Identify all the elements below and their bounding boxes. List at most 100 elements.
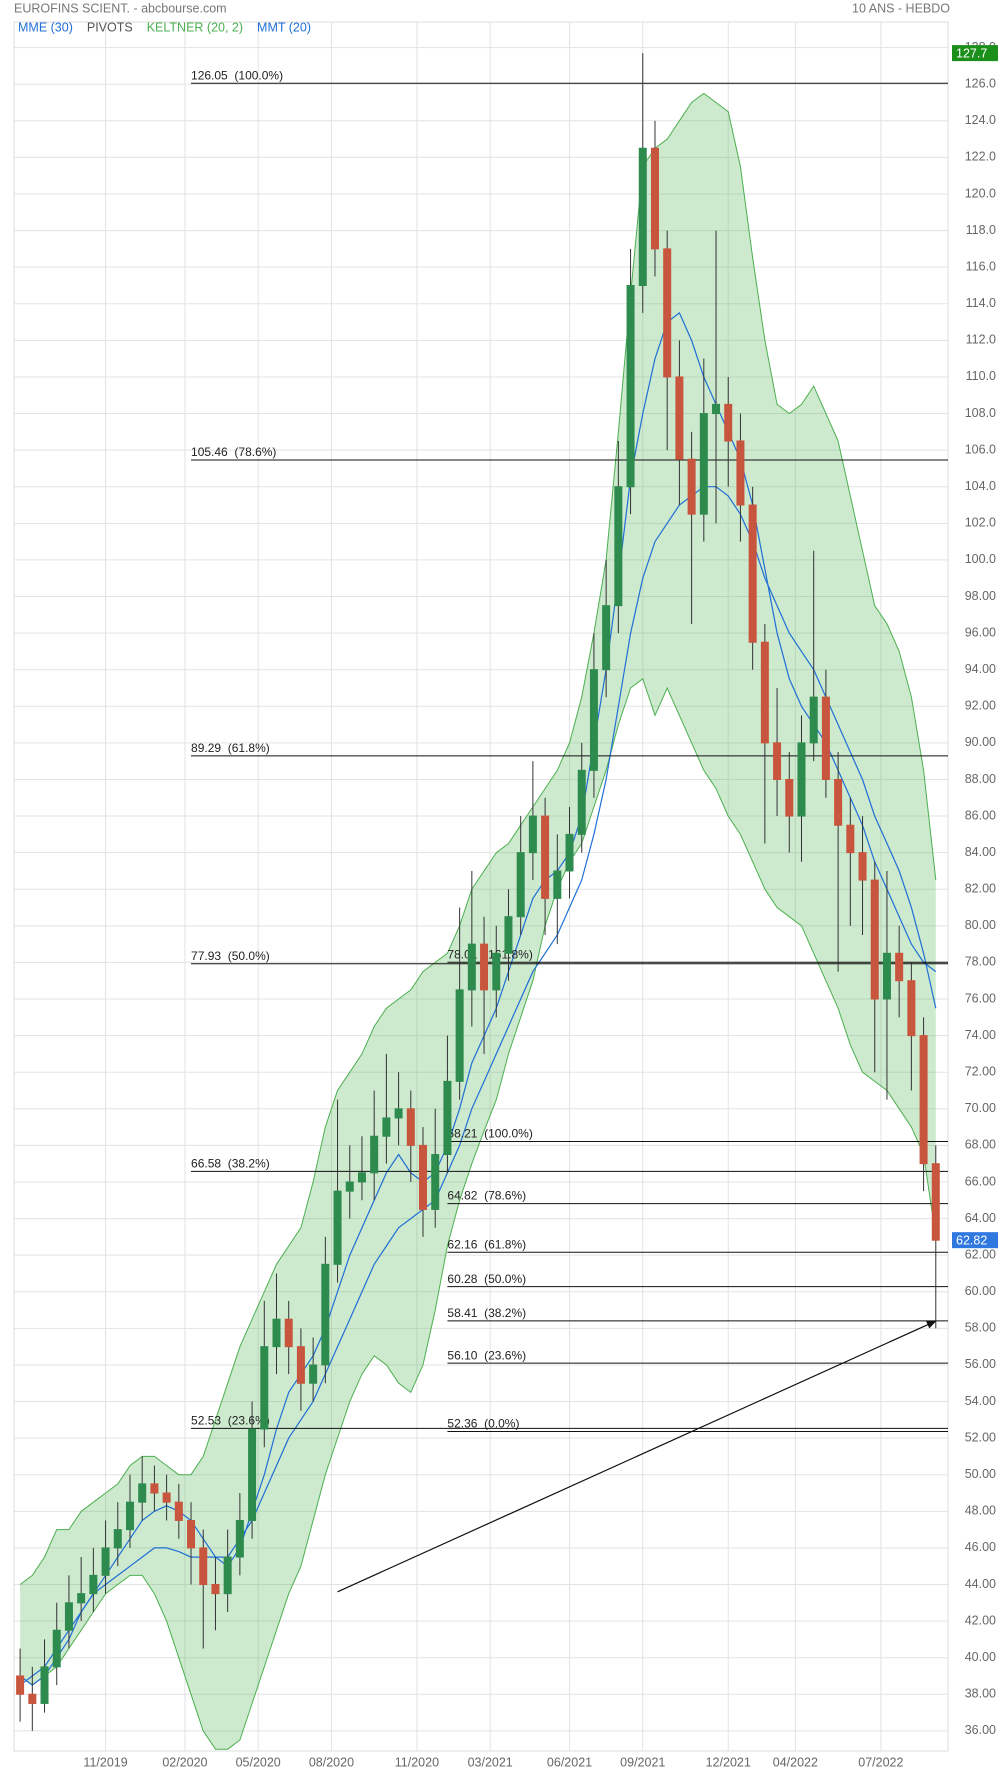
- y-tick-label: 106.0: [965, 442, 996, 456]
- pivot-label: 78.01 (161.8%): [447, 947, 532, 961]
- candle-body: [113, 1529, 122, 1549]
- y-tick-label: 62.00: [965, 1247, 996, 1261]
- candle-body: [895, 952, 904, 982]
- legend-item: MMT (20): [257, 20, 311, 34]
- candle-body: [773, 742, 782, 780]
- y-tick-label: 50.00: [965, 1467, 996, 1481]
- candle-body: [797, 742, 806, 817]
- candle-body: [199, 1547, 208, 1586]
- candle-body: [577, 769, 586, 835]
- y-tick-label: 44.00: [965, 1577, 996, 1591]
- candle-body: [419, 1144, 428, 1210]
- candle-body: [370, 1135, 379, 1174]
- y-tick-label: 38.00: [965, 1687, 996, 1701]
- moving-average: [19, 311, 937, 1686]
- legend-item: PIVOTS: [87, 20, 133, 34]
- keltner-upper: [19, 92, 937, 1585]
- y-tick-label: 56.00: [965, 1357, 996, 1371]
- candle-body: [394, 1108, 403, 1119]
- y-tick-label: 48.00: [965, 1504, 996, 1518]
- candle-body: [16, 1675, 25, 1695]
- candle-body: [431, 1154, 440, 1210]
- candle-body: [480, 943, 489, 991]
- candle-body: [28, 1693, 37, 1704]
- pivot-label: 105.46 (78.6%): [191, 445, 276, 459]
- candle-body: [846, 824, 855, 854]
- pivot-label: 126.05 (100.0%): [191, 68, 283, 82]
- candle-body: [589, 669, 598, 771]
- candle-body: [907, 980, 916, 1037]
- candle-body: [565, 833, 574, 872]
- pivot-label: 68.21 (100.0%): [447, 1127, 532, 1141]
- pivot-label: 60.28 (50.0%): [447, 1272, 526, 1286]
- y-tick-label: 42.00: [965, 1613, 996, 1627]
- candle-body: [260, 1346, 269, 1430]
- candle-layer: [16, 53, 940, 1731]
- x-tick-label: 05/2020: [236, 1755, 281, 1769]
- y-tick-label: 92.00: [965, 699, 996, 713]
- y-tick-label: 126.0: [965, 77, 996, 91]
- candle-body: [40, 1666, 49, 1704]
- pivot-label: 52.53 (23.6%): [191, 1414, 270, 1428]
- y-tick-label: 78.00: [965, 955, 996, 969]
- candle-body: [919, 1035, 928, 1165]
- candle-body: [699, 413, 708, 515]
- candle-body: [345, 1181, 354, 1192]
- y-tick-label: 40.00: [965, 1650, 996, 1664]
- y-tick-label: 104.0: [965, 479, 996, 493]
- y-tick-label: 88.00: [965, 772, 996, 786]
- candle-body: [101, 1547, 110, 1576]
- x-tick-label: 07/2022: [858, 1755, 903, 1769]
- candle-body: [809, 696, 818, 744]
- candle-body: [748, 504, 757, 643]
- candle-body: [248, 1428, 257, 1521]
- x-tick-label: 03/2021: [468, 1755, 513, 1769]
- x-tick-label: 04/2022: [773, 1755, 818, 1769]
- candle-body: [675, 376, 684, 460]
- legend: MME (30) PIVOTS KELTNER (20, 2) MMT (20): [18, 20, 311, 34]
- x-tick-label: 11/2020: [395, 1755, 439, 1769]
- candle-body: [663, 248, 672, 378]
- y-tick-label: 86.00: [965, 808, 996, 822]
- candle-body: [309, 1364, 318, 1384]
- candle-body: [333, 1190, 342, 1265]
- candle-body: [834, 778, 843, 826]
- candle-body: [150, 1483, 159, 1494]
- y-tick-label: 46.00: [965, 1540, 996, 1554]
- y-tick-label: 122.0: [965, 150, 996, 164]
- y-tick-label: 52.00: [965, 1430, 996, 1444]
- candle-body: [785, 778, 794, 817]
- candle-body: [125, 1501, 134, 1531]
- y-tick-label: 114.0: [966, 296, 996, 310]
- pivot-label: 52.36 (0.0%): [447, 1417, 519, 1431]
- y-tick-label: 80.00: [965, 918, 996, 932]
- candle-body: [882, 952, 891, 1000]
- y-tick-label: 54.00: [965, 1394, 996, 1408]
- chart-title: EUROFINS SCIENT. - abcbourse.com: [14, 1, 227, 15]
- candle-body: [858, 852, 867, 881]
- candle-body: [553, 870, 562, 899]
- pivot-label: 62.16 (61.8%): [447, 1237, 526, 1251]
- candle-body: [638, 147, 647, 286]
- candle-body: [528, 815, 537, 854]
- x-tick-label: 06/2021: [547, 1755, 592, 1769]
- candle-body: [687, 458, 696, 515]
- legend-item: KELTNER (20, 2): [147, 20, 243, 34]
- candle-body: [443, 1080, 452, 1156]
- candle-body: [382, 1117, 391, 1137]
- price-badge-label: 127.7: [956, 46, 987, 60]
- y-tick-label: 98.00: [965, 589, 996, 603]
- candle-body: [541, 815, 550, 899]
- y-tick-label: 70.00: [965, 1101, 996, 1115]
- price-badge: [952, 1232, 998, 1249]
- y-tick-label: 74.00: [965, 1028, 996, 1042]
- y-tick-label: 108.0: [965, 406, 996, 420]
- x-tick-label: 09/2021: [620, 1755, 665, 1769]
- moving-average: [19, 486, 937, 1686]
- candle-body: [760, 641, 769, 744]
- candle-body: [406, 1108, 415, 1146]
- y-tick-label: 90.00: [965, 735, 996, 749]
- y-tick-label: 112.0: [966, 333, 996, 347]
- candle-body: [516, 852, 525, 918]
- pivot-label: 66.58 (38.2%): [191, 1157, 270, 1171]
